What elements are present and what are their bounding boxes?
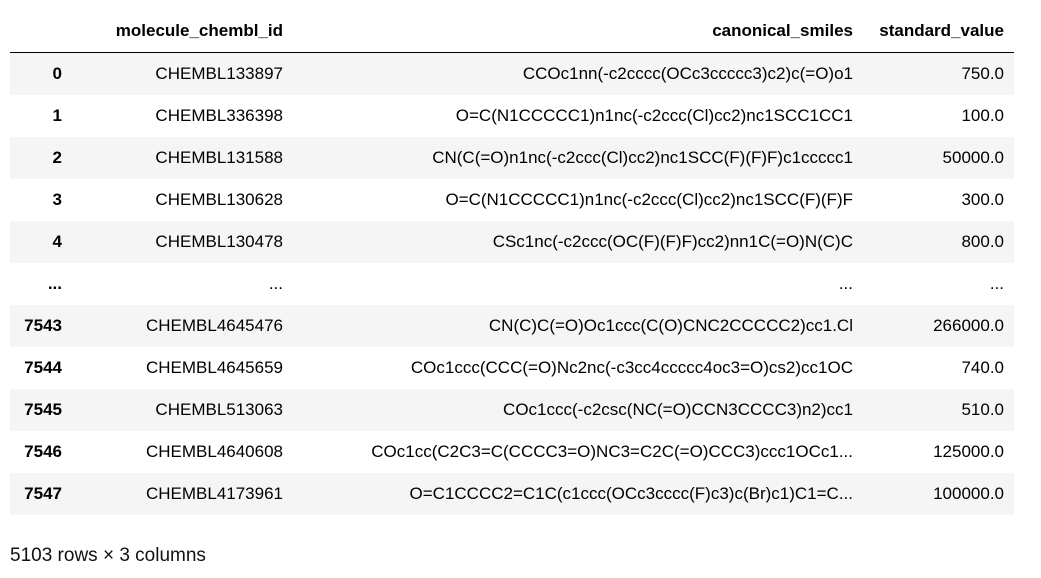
row-index: 1 bbox=[52, 105, 62, 125]
row-index: 3 bbox=[52, 189, 62, 209]
row-index: 7547 bbox=[24, 483, 62, 503]
cell-molecule-chembl-id: CHEMBL133897 bbox=[155, 63, 283, 83]
cell-molecule-chembl-id: CHEMBL4645476 bbox=[145, 315, 283, 335]
cell-standard-value: 100.0 bbox=[961, 105, 1004, 125]
table-row: 7543 CHEMBL4645476 CN(C)C(=O)Oc1ccc(C(O)… bbox=[10, 304, 1014, 347]
row-index: 2 bbox=[52, 147, 62, 167]
cell-canonical-smiles: CSc1nc(-c2ccc(OC(F)(F)F)cc2)nn1C(=O)N(C)… bbox=[492, 231, 853, 251]
cell-canonical-smiles: CN(C(=O)n1nc(-c2ccc(Cl)cc2)nc1SCC(F)(F)F… bbox=[432, 147, 853, 167]
table-row: 7547 CHEMBL4173961 O=C1CCCC2=C1C(c1ccc(O… bbox=[10, 472, 1014, 515]
cell-molecule-chembl-id: CHEMBL513063 bbox=[155, 399, 283, 419]
cell-molecule-chembl-id: CHEMBL336398 bbox=[155, 105, 283, 125]
cell-molecule-chembl-id: CHEMBL4645659 bbox=[145, 357, 283, 377]
cell-canonical-smiles: O=C1CCCC2=C1C(c1ccc(OCc3cccc(F)c3)c(Br)c… bbox=[409, 483, 853, 503]
table-row: 3 CHEMBL130628 O=C(N1CCCCC1)n1nc(-c2ccc(… bbox=[10, 178, 1014, 221]
cell-standard-value: 300.0 bbox=[961, 189, 1004, 209]
row-index: ... bbox=[47, 273, 62, 293]
dataframe-output: molecule_chembl_id canonical_smiles stan… bbox=[10, 10, 1014, 515]
table-row: 7545 CHEMBL513063 COc1ccc(-c2csc(NC(=O)C… bbox=[10, 388, 1014, 431]
table-row: 1 CHEMBL336398 O=C(N1CCCCC1)n1nc(-c2ccc(… bbox=[10, 94, 1014, 137]
cell-canonical-smiles: ... bbox=[838, 273, 853, 293]
column-header-standard-value: standard_value bbox=[863, 10, 1014, 53]
cell-standard-value: 510.0 bbox=[961, 399, 1004, 419]
row-index: 7545 bbox=[24, 399, 62, 419]
cell-canonical-smiles: COc1ccc(CCC(=O)Nc2nc(-c3cc4ccccc4oc3=O)c… bbox=[410, 357, 853, 377]
cell-standard-value: 50000.0 bbox=[942, 147, 1004, 167]
cell-standard-value: 125000.0 bbox=[933, 441, 1004, 461]
cell-standard-value: 100000.0 bbox=[933, 483, 1004, 503]
cell-molecule-chembl-id: CHEMBL130628 bbox=[155, 189, 283, 209]
column-header-canonical-smiles: canonical_smiles bbox=[293, 10, 863, 53]
cell-standard-value: ... bbox=[989, 273, 1004, 293]
row-index: 4 bbox=[52, 231, 62, 251]
dataframe-shape-summary: 5103 rows × 3 columns bbox=[10, 545, 206, 566]
cell-molecule-chembl-id: CHEMBL4173961 bbox=[145, 483, 283, 503]
table-body: 0 CHEMBL133897 CCOc1nn(-c2cccc(OCc3ccccc… bbox=[10, 52, 1014, 515]
table-row: 2 CHEMBL131588 CN(C(=O)n1nc(-c2ccc(Cl)cc… bbox=[10, 136, 1014, 179]
row-index: 0 bbox=[52, 63, 62, 83]
dataframe-table: molecule_chembl_id canonical_smiles stan… bbox=[10, 10, 1014, 515]
cell-canonical-smiles: COc1ccc(-c2csc(NC(=O)CCN3CCCC3)n2)cc1 bbox=[503, 399, 853, 419]
cell-canonical-smiles: CN(C)C(=O)Oc1ccc(C(O)CNC2CCCCC2)cc1.Cl bbox=[488, 315, 853, 335]
header-row: molecule_chembl_id canonical_smiles stan… bbox=[10, 10, 1014, 53]
table-row: 4 CHEMBL130478 CSc1nc(-c2ccc(OC(F)(F)F)c… bbox=[10, 220, 1014, 263]
table-row-ellipsis: ... ... ... ... bbox=[10, 262, 1014, 305]
row-index: 7543 bbox=[24, 315, 62, 335]
column-header-index bbox=[10, 10, 72, 53]
row-index: 7544 bbox=[24, 357, 62, 377]
cell-molecule-chembl-id: CHEMBL130478 bbox=[155, 231, 283, 251]
cell-molecule-chembl-id: CHEMBL131588 bbox=[155, 147, 283, 167]
cell-standard-value: 750.0 bbox=[961, 63, 1004, 83]
cell-canonical-smiles: COc1cc(C2C3=C(CCCC3=O)NC3=C2C(=O)CCC3)cc… bbox=[371, 441, 853, 461]
cell-standard-value: 266000.0 bbox=[933, 315, 1004, 335]
cell-standard-value: 740.0 bbox=[961, 357, 1004, 377]
cell-canonical-smiles: O=C(N1CCCCC1)n1nc(-c2ccc(Cl)cc2)nc1SCC(F… bbox=[445, 189, 853, 209]
cell-molecule-chembl-id: CHEMBL4640608 bbox=[145, 441, 283, 461]
cell-canonical-smiles: CCOc1nn(-c2cccc(OCc3ccccc3)c2)c(=O)o1 bbox=[522, 63, 853, 83]
cell-canonical-smiles: O=C(N1CCCCC1)n1nc(-c2ccc(Cl)cc2)nc1SCC1C… bbox=[455, 105, 853, 125]
table-row: 0 CHEMBL133897 CCOc1nn(-c2cccc(OCc3ccccc… bbox=[10, 52, 1014, 95]
table-row: 7544 CHEMBL4645659 COc1ccc(CCC(=O)Nc2nc(… bbox=[10, 346, 1014, 389]
row-index: 7546 bbox=[24, 441, 62, 461]
column-header-molecule-chembl-id: molecule_chembl_id bbox=[72, 10, 293, 53]
cell-standard-value: 800.0 bbox=[961, 231, 1004, 251]
table-row: 7546 CHEMBL4640608 COc1cc(C2C3=C(CCCC3=O… bbox=[10, 430, 1014, 473]
cell-molecule-chembl-id: ... bbox=[268, 273, 283, 293]
table-header: molecule_chembl_id canonical_smiles stan… bbox=[10, 10, 1014, 53]
